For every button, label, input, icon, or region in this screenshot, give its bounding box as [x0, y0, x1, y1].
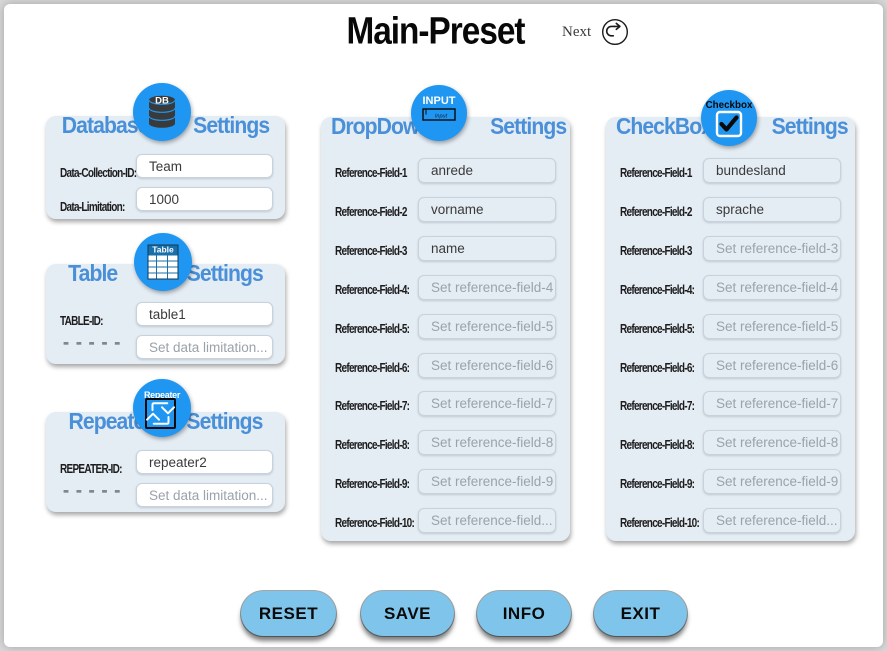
svg-text:Checkbox: Checkbox	[706, 100, 753, 111]
svg-text:DB: DB	[155, 96, 169, 107]
svg-text:INPUT: INPUT	[423, 95, 456, 107]
svg-text:Table: Table	[152, 245, 174, 255]
svg-text:Input: Input	[435, 114, 448, 120]
